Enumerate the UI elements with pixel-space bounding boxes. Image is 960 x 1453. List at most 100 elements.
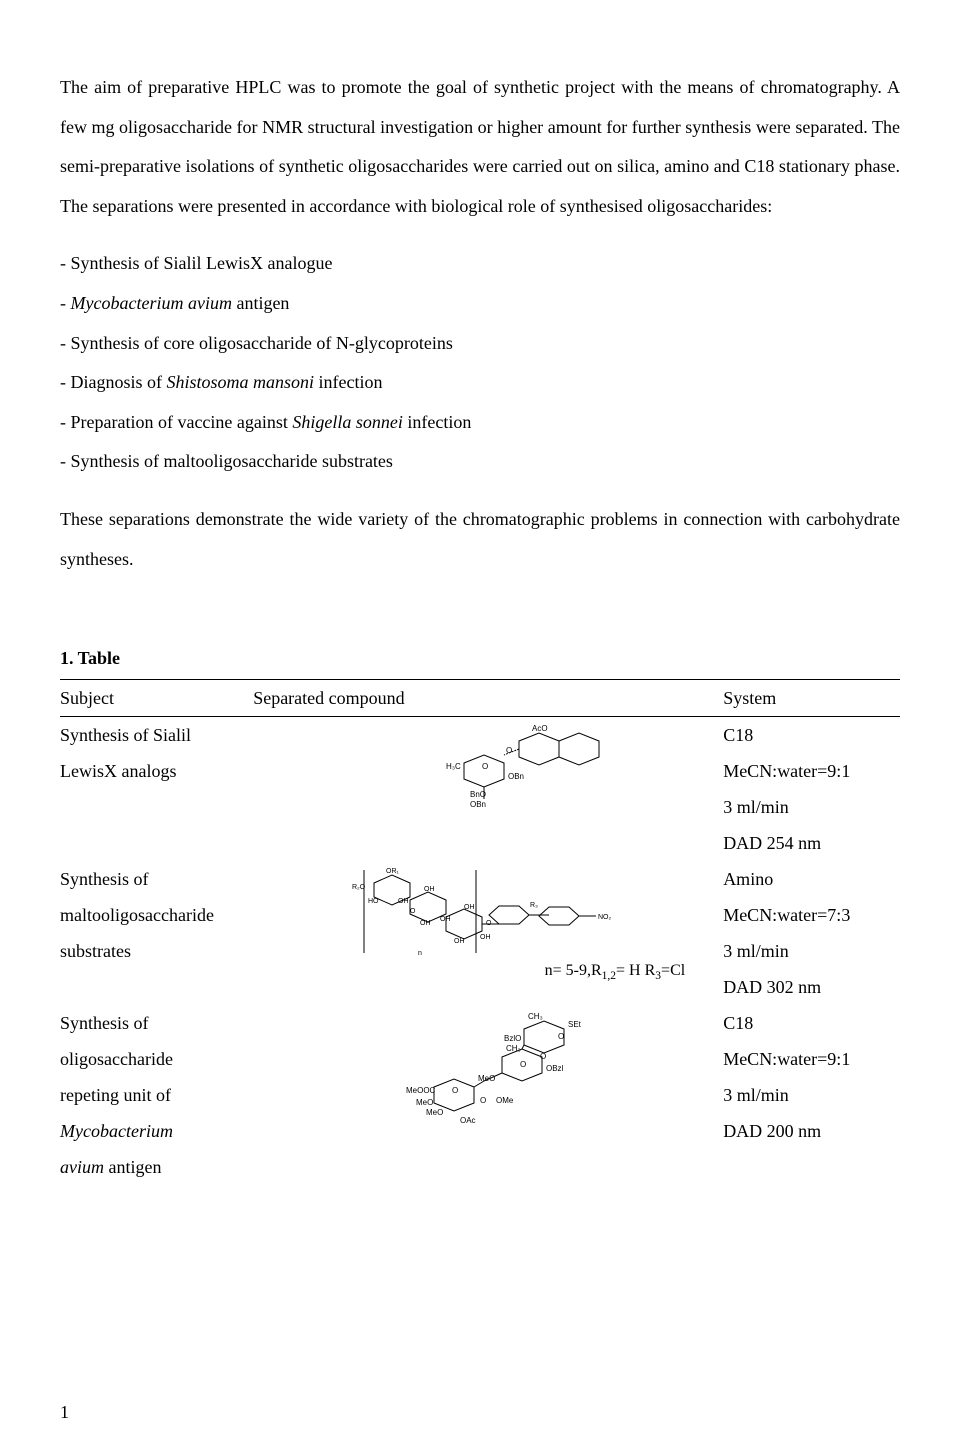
lbl2-r2o: R₂O [352,884,366,891]
lbl2-or1: OR₁ [386,868,400,875]
lbl3-meo1: MeO [478,1074,495,1083]
lbl3-o4: O [452,1086,458,1095]
note-suffix: =Cl [661,962,685,979]
list-item-3-prefix: - Diagnosis of [60,372,167,392]
lbl2-oh4: OH [440,916,451,923]
lbl3-meo3: MeO [426,1108,443,1117]
lbl2-oh6: OH [454,938,465,945]
lbl3-o5: O [480,1096,486,1105]
list-item-1-italic: Mycobacterium avium [71,293,232,313]
row1-sys-0: C18 [723,725,753,745]
row1-subject-l0: Synthesis of Sialil [60,725,191,745]
row3-sys-0: C18 [723,1013,753,1033]
lbl3-bzlo: BzlO [504,1034,521,1043]
list-item-3: - Diagnosis of Shistosoma mansoni infect… [60,363,900,403]
lbl2-oh7: OH [480,934,491,941]
lbl2-oh1: OH [398,898,409,905]
page-number: 1 [60,1393,69,1433]
list-item-4-suffix: infection [403,412,471,432]
row3-sys-1: MeCN:water=9:1 [723,1049,850,1069]
list-item-1-suffix: antigen [232,293,289,313]
list-item-5-text: - Synthesis of maltooligosaccharide subs… [60,451,393,471]
table-header-row: Subject Separated compound System [60,679,900,716]
row1-sys-1: MeCN:water=9:1 [723,761,850,781]
row1-subject: Synthesis of Sialil LewisX analogs [60,716,253,861]
table-title: 1. Table [60,639,900,679]
separations-table: Subject Separated compound System Synthe… [60,679,900,1185]
lbl-obn1: OBn [508,772,524,781]
lbl3-set: SEt [568,1020,582,1029]
row3-compound: SEt CH₃ O BzlO O OBzl CH₃ O MeOOC MeO Me… [253,1005,715,1185]
row2-system: Amino MeCN:water=7:3 3 ml/min DAD 302 nm [715,861,900,1005]
th-compound: Separated compound [253,679,715,716]
lbl3-ch3a: CH₃ [528,1012,543,1021]
row2-compound-note: n= 5-9,R1,2= H R3=Cl [253,960,715,984]
outro-paragraph: These separations demonstrate the wide v… [60,500,900,579]
list-item-1-prefix: - [60,293,71,313]
lbl3-o3: O [520,1060,526,1069]
lbl-o2: O [482,762,488,771]
lbl3-meo2: MeO [416,1098,433,1107]
lbl-obn2: OBn [470,800,486,809]
chemical-structure-1: AcO O H₃C O OBn BnO OBn [354,721,614,811]
th-system: System [715,679,900,716]
lbl2-n: n [418,950,422,957]
lbl3-obzl: OBzl [546,1064,564,1073]
lbl2-o2: O [486,920,492,927]
list-item-1: - Mycobacterium avium antigen [60,284,900,324]
row1-sys-2: 3 ml/min [723,797,789,817]
row3-sys-2: 3 ml/min [723,1085,789,1105]
list-item-0-text: - Synthesis of Sialil LewisX analogue [60,253,332,273]
intro-paragraph: The aim of preparative HPLC was to promo… [60,68,900,226]
lbl3-oac: OAc [460,1116,476,1125]
lbl3-o1: O [558,1032,564,1041]
row3-subject-it1: avium [60,1157,104,1177]
lbl2-oh2: OH [424,886,435,893]
row2-sys-2: 3 ml/min [723,941,789,961]
row3-subject-l2: repeting unit of [60,1085,171,1105]
lbl-bno: BnO [470,790,486,799]
table-row: Synthesis of oligosaccharide repeting un… [60,1005,900,1185]
lbl3-meooc: MeOOC [406,1086,436,1095]
list-item-3-suffix: infection [314,372,382,392]
list-item-4-italic: Shigella sonnei [292,412,403,432]
list-item-2: - Synthesis of core oligosaccharide of N… [60,324,900,364]
row2-compound: OR₁ R₂O HO OH OH O OH OH OH R₃ O OH OH N… [253,861,715,1005]
lbl3-ome: OMe [496,1096,514,1105]
lbl2-oh3: OH [420,920,431,927]
row3-subject-l1: oligosaccharide [60,1049,173,1069]
row2-subject-l1: maltooligosaccharide [60,905,214,925]
note-mid: = H R [616,962,655,979]
row3-subject-l0: Synthesis of [60,1013,149,1033]
row3-subject-tail: antigen [104,1157,161,1177]
row1-system: C18 MeCN:water=9:1 3 ml/min DAD 254 nm [715,716,900,861]
table-row: Synthesis of Sialil LewisX analogs AcO O… [60,716,900,861]
lbl2-ho: HO [368,898,379,905]
table-row: Synthesis of maltooligosaccharide substr… [60,861,900,1005]
row1-subject-l1: LewisX analogs [60,761,176,781]
list-item-5: - Synthesis of maltooligosaccharide subs… [60,442,900,482]
lbl2-no2: NO₂ [598,914,612,921]
row3-subject-it0: Mycobacterium [60,1121,173,1141]
lbl-h3c: H₃C [446,762,461,771]
row3-subject: Synthesis of oligosaccharide repeting un… [60,1005,253,1185]
lbl-o1: O [506,746,512,755]
lbl2-oh5: OH [464,904,475,911]
chemical-structure-2: OR₁ R₂O HO OH OH O OH OH OH R₃ O OH OH N… [324,865,644,960]
lbl3-o2: O [540,1052,546,1061]
row1-compound: AcO O H₃C O OBn BnO OBn [253,716,715,861]
list-item-4-prefix: - Preparation of vaccine against [60,412,292,432]
row2-subject-l0: Synthesis of [60,869,149,889]
list-item-4: - Preparation of vaccine against Shigell… [60,403,900,443]
row2-subject-l2: substrates [60,941,131,961]
note-prefix: n= 5-9,R [545,962,602,979]
row2-subject: Synthesis of maltooligosaccharide substr… [60,861,253,1005]
row2-sys-3: DAD 302 nm [723,977,821,997]
list-item-2-text: - Synthesis of core oligosaccharide of N… [60,333,453,353]
th-subject: Subject [60,679,253,716]
row2-sys-0: Amino [723,869,773,889]
chemical-structure-3: SEt CH₃ O BzlO O OBzl CH₃ O MeOOC MeO Me… [344,1009,624,1129]
lbl2-o1: O [410,908,416,915]
row2-sys-1: MeCN:water=7:3 [723,905,850,925]
note-sub1: 1,2 [602,970,616,982]
